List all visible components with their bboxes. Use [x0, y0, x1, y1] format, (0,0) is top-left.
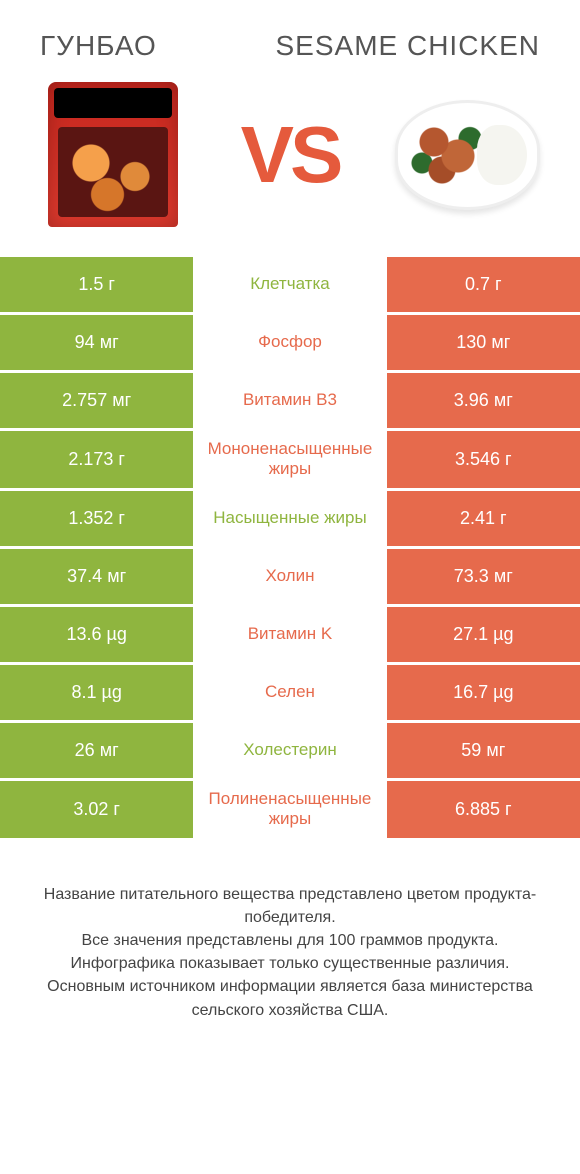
table-row: 8.1 µgСелен16.7 µg [0, 662, 580, 720]
footer-line: Название питательного вещества представл… [30, 883, 550, 929]
left-product-image [40, 82, 185, 227]
nutrient-label: Холестерин [193, 723, 386, 778]
nutrient-label: Клетчатка [193, 257, 386, 312]
nutrient-label: Мононенасыщенные жиры [193, 431, 386, 488]
left-value: 26 мг [0, 723, 193, 778]
left-value: 37.4 мг [0, 549, 193, 604]
right-value: 16.7 µg [387, 665, 580, 720]
table-row: 94 мгФосфор130 мг [0, 312, 580, 370]
left-value: 13.6 µg [0, 607, 193, 662]
right-value: 130 мг [387, 315, 580, 370]
table-row: 2.173 гМононенасыщенные жиры3.546 г [0, 428, 580, 488]
left-value: 2.173 г [0, 431, 193, 488]
right-value: 59 мг [387, 723, 580, 778]
footer-line: Инфографика показывает только существенн… [30, 952, 550, 975]
table-row: 37.4 мгХолин73.3 мг [0, 546, 580, 604]
vs-label: VS [241, 109, 340, 201]
nutrient-label: Полиненасыщенные жиры [193, 781, 386, 838]
images-row: VS [0, 82, 580, 257]
footer-line: Основным источником информации является … [30, 975, 550, 1021]
right-product-image [395, 82, 540, 227]
footer-notes: Название питательного вещества представл… [0, 838, 580, 1042]
nutrient-label: Витамин B3 [193, 373, 386, 428]
left-value: 1.5 г [0, 257, 193, 312]
nutrient-label: Холин [193, 549, 386, 604]
nutrient-label: Насыщенные жиры [193, 491, 386, 546]
right-value: 73.3 мг [387, 549, 580, 604]
nutrient-label: Селен [193, 665, 386, 720]
left-value: 94 мг [0, 315, 193, 370]
left-value: 2.757 мг [0, 373, 193, 428]
right-value: 3.96 мг [387, 373, 580, 428]
table-row: 3.02 гПолиненасыщенные жиры6.885 г [0, 778, 580, 838]
table-row: 13.6 µgВитамин K27.1 µg [0, 604, 580, 662]
right-value: 27.1 µg [387, 607, 580, 662]
nutrient-label: Витамин K [193, 607, 386, 662]
right-value: 3.546 г [387, 431, 580, 488]
table-row: 26 мгХолестерин59 мг [0, 720, 580, 778]
comparison-table: 1.5 гКлетчатка0.7 г94 мгФосфор130 мг2.75… [0, 257, 580, 838]
left-value: 8.1 µg [0, 665, 193, 720]
right-value: 2.41 г [387, 491, 580, 546]
left-product-title: ГУНБАО [40, 30, 157, 62]
footer-line: Все значения представлены для 100 граммо… [30, 929, 550, 952]
left-value: 3.02 г [0, 781, 193, 838]
table-row: 2.757 мгВитамин B33.96 мг [0, 370, 580, 428]
right-value: 0.7 г [387, 257, 580, 312]
table-row: 1.352 гНасыщенные жиры2.41 г [0, 488, 580, 546]
nutrient-label: Фосфор [193, 315, 386, 370]
table-row: 1.5 гКлетчатка0.7 г [0, 257, 580, 312]
header: ГУНБАО SESAME CHICKEN [0, 0, 580, 82]
right-product-title: SESAME CHICKEN [276, 30, 541, 62]
left-value: 1.352 г [0, 491, 193, 546]
right-value: 6.885 г [387, 781, 580, 838]
